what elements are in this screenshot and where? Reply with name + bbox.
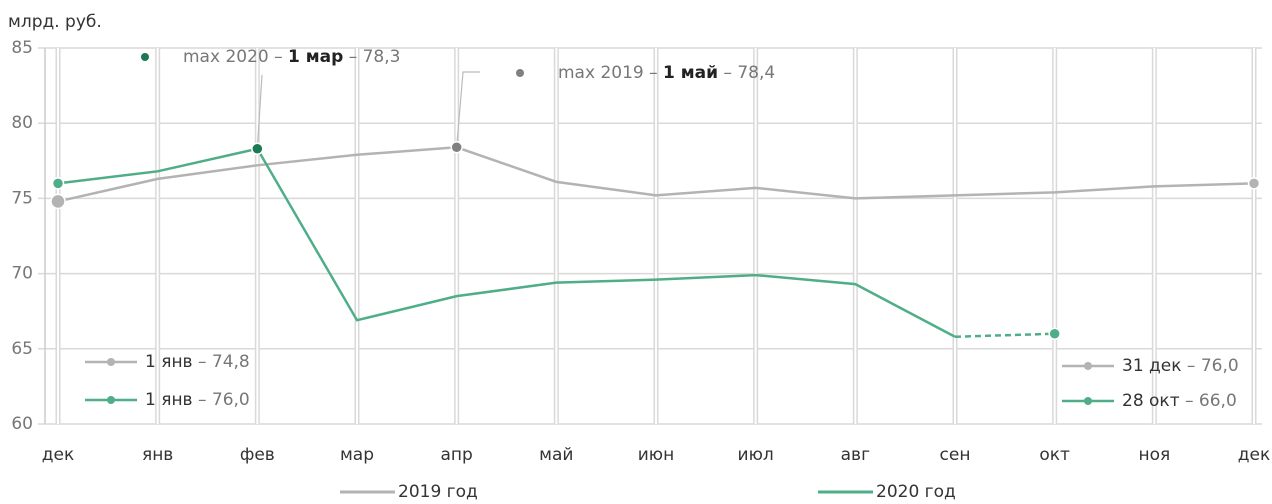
y-tick-label: 65: [11, 339, 33, 359]
annotation-dot: [141, 53, 149, 61]
x-tick-label: дек: [1238, 445, 1270, 465]
label-part: max 2020 –: [183, 47, 288, 67]
endpoint-label: 1 янв – 74,8: [145, 352, 250, 372]
y-tick-label: 85: [11, 38, 33, 58]
series-line: [57, 145, 1255, 203]
label-part: – 74,8: [193, 352, 250, 372]
label-part: – 78,4: [718, 63, 775, 83]
series-line: [57, 147, 956, 338]
x-tick-label: апр: [441, 445, 473, 465]
x-tick-label: июл: [738, 445, 774, 465]
y-tick-label: 75: [11, 188, 33, 208]
label-part: 28 окт: [1122, 391, 1180, 411]
label-part: – 78,3: [343, 47, 400, 67]
x-tick-label: авг: [841, 445, 870, 465]
x-tick-label: ноя: [1138, 445, 1170, 465]
label-part: – 66,0: [1180, 391, 1237, 411]
y-tick-label: 80: [11, 113, 33, 133]
leader-line: [256, 74, 263, 149]
x-tick-label: дек: [42, 445, 74, 465]
series-line: [954, 332, 1055, 339]
y-tick-label: 70: [11, 264, 33, 284]
legend-dot: [1084, 362, 1092, 370]
x-tick-label: фев: [240, 445, 275, 465]
annotation: max 2020 – 1 мар – 78,3: [183, 47, 400, 67]
annotation: max 2019 – 1 май – 78,4: [558, 63, 775, 83]
x-tick-label: июн: [638, 445, 674, 465]
label-part: 31 дек: [1122, 356, 1182, 376]
legend-dot: [107, 358, 115, 366]
endpoint-marker: [1247, 177, 1261, 190]
y-tick-label: 60: [11, 414, 33, 434]
x-tick-label: мар: [340, 445, 374, 465]
label-part: 1 мар: [288, 47, 343, 67]
legend-label: 2020 год: [876, 482, 956, 502]
legend-dot: [107, 396, 115, 404]
leader-line: [456, 71, 480, 148]
y-axis-label: млрд. руб.: [8, 12, 102, 32]
endpoint-marker: [50, 193, 66, 210]
x-tick-label: янв: [142, 445, 173, 465]
x-tick-label: окт: [1039, 445, 1070, 465]
endpoint-label: 31 дек – 76,0: [1122, 356, 1239, 376]
legend-dot: [1084, 397, 1092, 405]
label-part: – 76,0: [193, 390, 250, 410]
endpoint-marker: [51, 177, 65, 190]
legend-label: 2019 год: [398, 482, 478, 502]
max-marker: [450, 141, 463, 154]
label-part: 1 янв: [145, 390, 193, 410]
label-part: 1 май: [663, 63, 718, 83]
x-tick-label: май: [539, 445, 573, 465]
annotation-dot: [516, 69, 524, 77]
label-part: 1 янв: [145, 352, 193, 372]
label-part: max 2019 –: [558, 63, 663, 83]
label-part: – 76,0: [1182, 356, 1239, 376]
endpoint-label: 1 янв – 76,0: [145, 390, 250, 410]
endpoint-label: 28 окт – 66,0: [1122, 391, 1237, 411]
max-marker: [251, 142, 264, 156]
x-tick-label: сен: [940, 445, 971, 465]
endpoint-marker: [1048, 327, 1061, 341]
